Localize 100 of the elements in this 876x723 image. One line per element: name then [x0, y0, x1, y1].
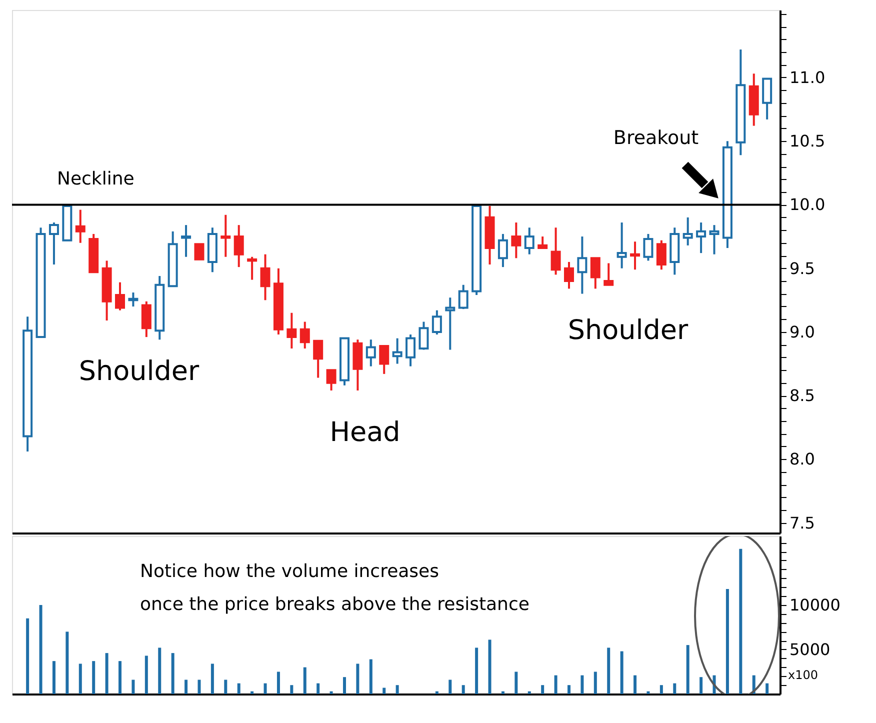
bar — [673, 683, 676, 694]
y-tick-label: 10000 — [790, 595, 840, 614]
bar — [726, 588, 729, 694]
bar — [356, 664, 360, 694]
candlestick — [181, 224, 192, 258]
bar — [594, 672, 597, 694]
y-tick-label: 9.0 — [790, 322, 815, 342]
bar — [634, 675, 637, 694]
candlestick — [115, 281, 126, 312]
bar — [144, 656, 148, 694]
candlestick — [247, 256, 258, 281]
candlestick — [75, 208, 86, 244]
bar — [26, 618, 30, 694]
bar — [290, 685, 294, 694]
candlestick — [326, 369, 336, 392]
bar — [343, 677, 346, 694]
bar — [528, 691, 531, 694]
candlestick — [445, 296, 456, 351]
annotation: Breakout — [613, 127, 699, 149]
candlestick — [550, 226, 561, 276]
bar — [276, 672, 280, 694]
bar — [92, 661, 96, 694]
bar — [462, 685, 465, 694]
bar — [171, 653, 174, 694]
bar — [66, 632, 69, 694]
candlestick — [538, 236, 548, 249]
candlestick — [709, 224, 720, 256]
bar — [369, 659, 372, 694]
bar — [567, 685, 570, 694]
y-tick-label: 8.0 — [790, 450, 815, 469]
bar — [39, 604, 42, 694]
bar — [158, 648, 162, 694]
bar — [700, 677, 703, 694]
bar — [686, 645, 690, 694]
candlestick — [48, 222, 59, 266]
bar — [105, 653, 108, 694]
y-tick-label: 10.5 — [790, 132, 826, 151]
candlestick — [696, 222, 706, 254]
candlestick — [141, 300, 152, 338]
y-tick-label: 5000 — [790, 640, 830, 659]
bar — [184, 680, 188, 694]
candlestick — [511, 222, 522, 260]
bar — [396, 685, 399, 694]
candlestick — [220, 214, 231, 258]
bar — [198, 680, 201, 694]
candlestick — [313, 340, 324, 379]
y-tick-label: 11.0 — [790, 68, 826, 87]
bar — [554, 675, 558, 694]
annotation: Shoulder — [568, 315, 690, 346]
bar — [646, 691, 650, 694]
bar — [488, 640, 492, 694]
bar — [210, 664, 214, 694]
y-tick-label: 9.5 — [790, 258, 815, 278]
bar — [118, 661, 122, 694]
candlestick — [498, 232, 508, 268]
candlestick — [643, 232, 654, 262]
bar — [541, 685, 544, 694]
annotation: Notice how the volume increases once the price breaks above the resistance — [140, 561, 530, 615]
bar — [435, 691, 438, 694]
candlestick — [432, 309, 442, 336]
candlestick — [128, 291, 138, 308]
bar — [330, 691, 333, 694]
candlestick — [234, 224, 244, 268]
annotation: Head — [330, 417, 400, 448]
candlestick — [300, 320, 310, 350]
bar — [382, 688, 386, 694]
bar — [607, 648, 610, 694]
candlestick — [418, 320, 429, 351]
bar — [580, 675, 584, 694]
annotation: Shoulder — [78, 356, 200, 387]
candlestick — [260, 253, 270, 302]
bar — [766, 683, 769, 694]
y-tick-label: 8.5 — [790, 386, 815, 406]
candlestick — [564, 260, 574, 290]
y-tick-label: 10.0 — [790, 195, 826, 214]
bar — [264, 683, 267, 694]
candlestick — [379, 344, 390, 375]
bar — [739, 548, 742, 694]
candlestick — [630, 240, 640, 271]
candlestick — [366, 338, 376, 368]
candlestick — [194, 243, 204, 260]
candlestick — [406, 333, 416, 368]
candlestick — [604, 262, 614, 286]
candlestick — [524, 226, 534, 256]
bar — [475, 648, 478, 694]
candlestick — [286, 312, 297, 350]
bar — [620, 651, 624, 694]
candlestick — [616, 222, 627, 270]
candlestick — [656, 239, 666, 271]
candlestick — [577, 236, 588, 295]
candlestick — [682, 216, 693, 246]
ref-line-label: Neckline — [57, 168, 134, 190]
bar — [316, 683, 320, 694]
y-tick-label: 7.5 — [790, 513, 815, 532]
bar — [660, 685, 663, 694]
text: x100 — [788, 668, 818, 682]
bar — [303, 667, 306, 694]
bar — [514, 672, 518, 694]
bar — [237, 683, 240, 694]
bar — [501, 691, 504, 694]
